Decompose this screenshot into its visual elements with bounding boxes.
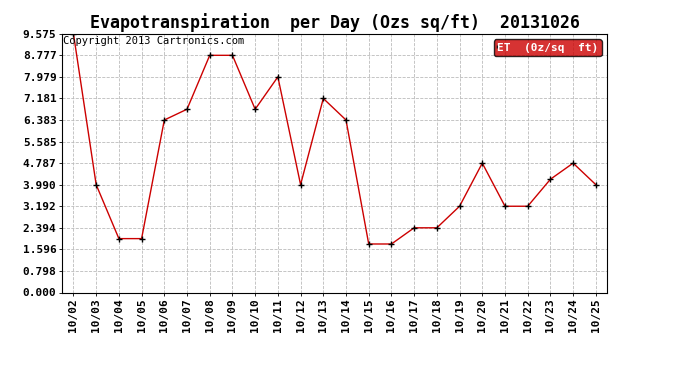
Point [386, 241, 397, 247]
Point [431, 225, 442, 231]
Point [227, 53, 238, 58]
Point [90, 182, 101, 188]
Point [522, 203, 533, 209]
Point [136, 236, 147, 242]
Point [204, 53, 215, 58]
Point [545, 176, 556, 182]
Point [295, 182, 306, 188]
Point [181, 106, 193, 112]
Point [591, 182, 602, 188]
Point [273, 74, 284, 80]
Point [113, 236, 124, 242]
Point [477, 160, 488, 166]
Point [500, 203, 511, 209]
Title: Evapotranspiration  per Day (Ozs sq/ft)  20131026: Evapotranspiration per Day (Ozs sq/ft) 2… [90, 13, 580, 32]
Point [159, 117, 170, 123]
Point [318, 96, 329, 102]
Text: Copyright 2013 Cartronics.com: Copyright 2013 Cartronics.com [63, 36, 244, 46]
Legend: ET  (0z/sq  ft): ET (0z/sq ft) [494, 39, 602, 56]
Point [68, 31, 79, 37]
Point [363, 241, 374, 247]
Point [454, 203, 465, 209]
Point [340, 117, 351, 123]
Point [408, 225, 420, 231]
Point [568, 160, 579, 166]
Point [250, 106, 261, 112]
